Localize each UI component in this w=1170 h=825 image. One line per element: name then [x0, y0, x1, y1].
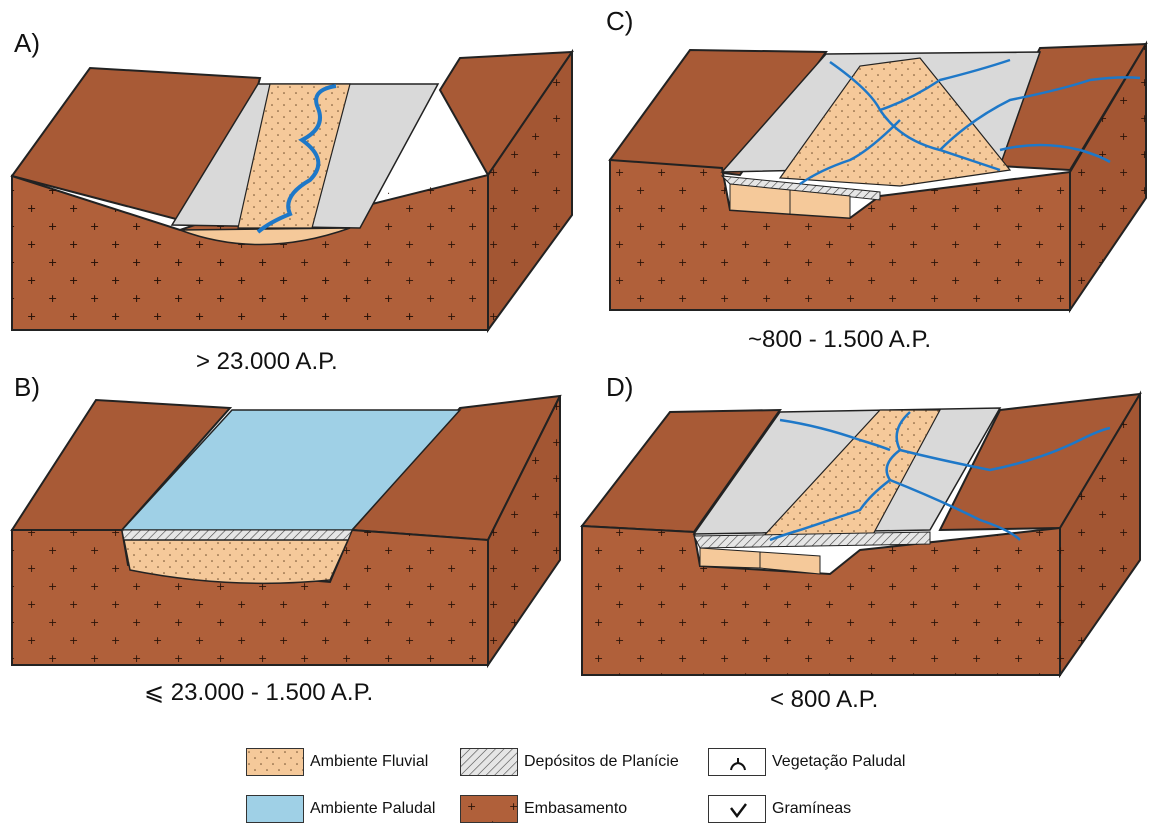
- legend-fluvial: Ambiente Fluvial: [246, 747, 428, 777]
- panel-c-side-pattern: [1070, 44, 1146, 310]
- panel-a-fluvial-fill: [179, 227, 351, 246]
- panel-c-river-4: [799, 119, 901, 186]
- panel-d-block: [580, 390, 1142, 679]
- legend-planicie-label: Depósitos de Planície: [524, 753, 679, 770]
- panel-c-planicie-layer: [720, 175, 881, 201]
- panel-b-basement-pattern: [12, 530, 488, 665]
- panel-d-caption: < 800 A.P.: [770, 686, 879, 713]
- panel-d-river-main: [769, 411, 911, 542]
- panel-d-planicie-layer: [693, 531, 931, 549]
- panel-c-river-1: [829, 60, 1001, 172]
- panel-b-fluvial-dots: [124, 540, 348, 584]
- panel-c-river-2: [879, 58, 1011, 112]
- grass-symbol-icon: [708, 795, 766, 823]
- legend-vegetacao-label: Vegetação Paludal: [772, 753, 906, 770]
- legend-embasamento-swatch: [460, 795, 518, 823]
- panel-c-basement-pattern: [610, 160, 1070, 310]
- panel-c-block: [608, 40, 1148, 314]
- panel-b-letter: B): [14, 372, 40, 402]
- legend-fluvial-label: Ambiente Fluvial: [310, 753, 429, 770]
- panel-a-basement-pattern: [12, 175, 488, 330]
- panel-d-river-trib-2: [889, 478, 1021, 541]
- legend-embasamento-label: Embasamento: [524, 800, 628, 817]
- panel-a-fluvial-dots: [238, 84, 350, 228]
- vegetation-symbol-icon: [708, 748, 766, 776]
- panel-c-fluvial-block-2: [789, 189, 851, 219]
- legend-gramineas: Gramíneas: [708, 794, 851, 824]
- panel-c-letter: C): [606, 6, 634, 36]
- legend-embasamento: Embasamento: [460, 794, 627, 824]
- legend-vegetacao: Vegetação Paludal: [708, 747, 905, 777]
- panel-a-block: [10, 48, 574, 334]
- panel-d-fluvial-dots: [760, 410, 940, 540]
- panel-c-caption: ~800 - 1.500 A.P.: [748, 326, 932, 353]
- panel-b-side-pattern: [488, 396, 560, 665]
- legend-planicie: Depósitos de Planície: [460, 747, 679, 777]
- legend-gramineas-label: Gramíneas: [772, 800, 852, 817]
- panel-d-river-trib-3: [779, 418, 891, 452]
- panel-b-block: [10, 394, 562, 669]
- legend-paludal-swatch: [246, 795, 304, 823]
- panel-b-caption: ⩽ 23.000 - 1.500 A.P.: [144, 679, 374, 706]
- panel-a-letter: A): [14, 28, 40, 58]
- panel-a-caption: > 23.000 A.P.: [196, 348, 338, 375]
- panel-d-letter: D): [606, 372, 634, 402]
- panel-c-river-3: [939, 76, 1141, 151]
- legend-paludal: Ambiente Paludal: [246, 794, 435, 824]
- panel-d-basement-pattern: [582, 526, 1060, 675]
- panel-d-side-pattern: [1060, 394, 1140, 675]
- panel-d-fluvial-block-1: [699, 547, 761, 569]
- panel-c-river-5: [999, 143, 1111, 164]
- legend-paludal-label: Ambiente Paludal: [310, 800, 436, 817]
- panel-a-side-pattern: [488, 52, 572, 330]
- legend-fluvial-swatch: [246, 748, 304, 776]
- panel-b-planicie-layer: [121, 529, 353, 541]
- panel-a-river: [256, 84, 337, 234]
- legend-planicie-swatch: [460, 748, 518, 776]
- panel-d-fluvial-block-2: [759, 551, 821, 575]
- panel-d-river-trib-1: [899, 426, 1111, 472]
